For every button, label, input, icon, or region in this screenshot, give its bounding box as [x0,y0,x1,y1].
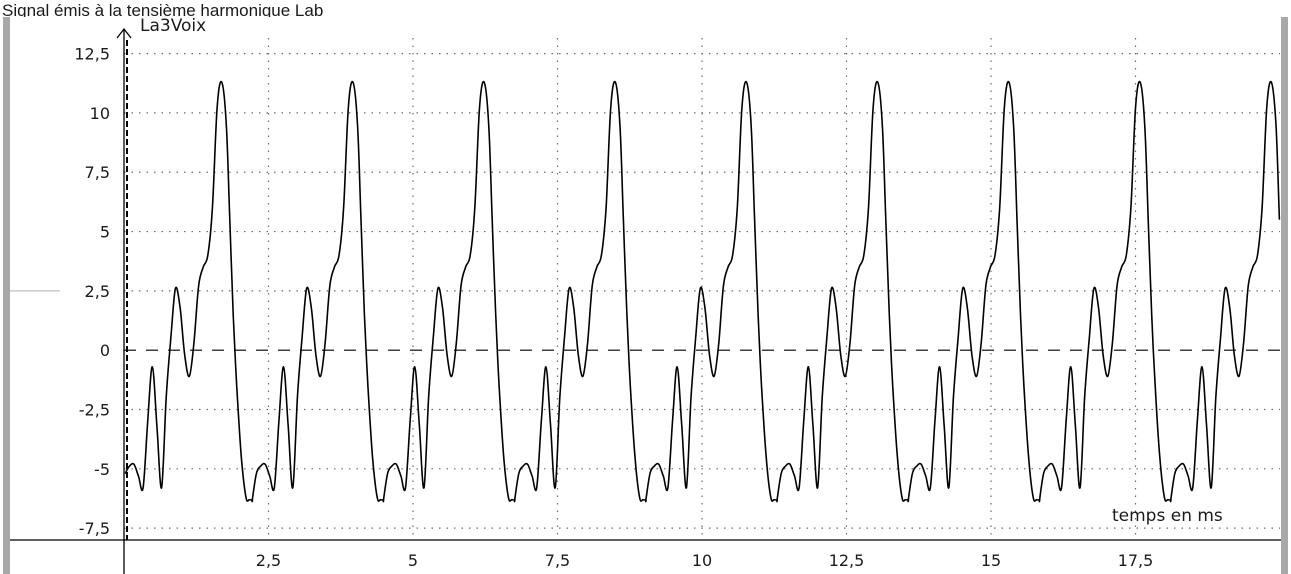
x-tick-label: 10 [692,551,712,570]
page-heading: Signal émis à la tensième harmonique Lab [2,1,323,20]
y-tick-label: 5 [100,223,110,242]
x-tick-label: 2,5 [256,551,281,570]
y-axis-arrow [116,27,132,39]
y-tick-label: 10 [90,104,110,123]
y-axis-label: La3Voix [140,16,206,36]
x-tick-label: 15 [981,551,1001,570]
right-frame [1281,17,1288,574]
plot-background [0,17,1291,574]
x-tick-label: 7,5 [545,551,570,570]
y-tick-label: 0 [100,341,110,360]
y-tick-label: 7,5 [85,163,110,182]
tick-labels: -7,5 -5 -2,5 0 2,5 5 7,5 10 12,5 2,5 5 7,5 10 12,5 15 1… [74,45,1153,570]
series-line-la3voix [124,80,1281,503]
y-tick-label: 2,5 [85,282,110,301]
y-tick-label: 12,5 [74,45,110,64]
x-tick-label: 12,5 [829,551,865,570]
x-tick-label: 17,5 [1118,551,1154,570]
x-axis-label: temps en ms [1112,506,1223,526]
y-tick-label: -5 [94,460,110,479]
axes [10,27,1281,574]
series-layer [124,80,1281,503]
y-tick-label: -7,5 [79,519,110,538]
x-tick-label: 5 [408,551,418,570]
y-tick-label: -2,5 [79,401,110,420]
left-frame [3,17,10,574]
